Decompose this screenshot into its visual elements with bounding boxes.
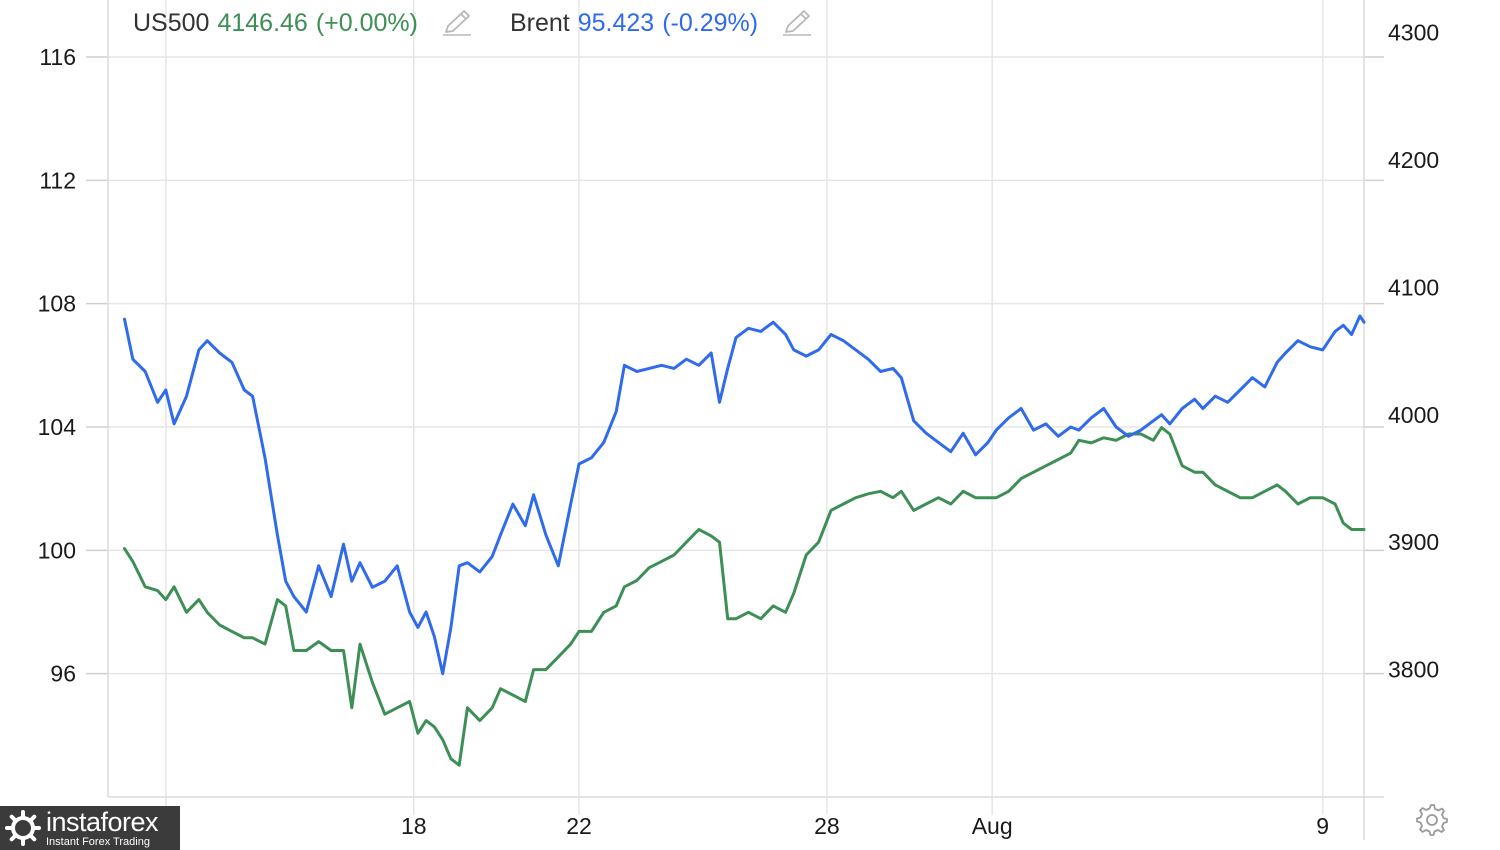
legend-change: (+0.00%) [315, 8, 418, 37]
watermark-brand: instaforex [46, 806, 159, 837]
y-tick-label-right: 4000 [1388, 402, 1439, 428]
series-layer [123, 314, 1366, 767]
watermark: instaforex Instant Forex Trading [0, 806, 180, 850]
watermark-tagline: Instant Forex Trading [46, 835, 150, 848]
legend-value: 95.423 [577, 8, 655, 37]
legend-name: US500 [133, 8, 210, 37]
x-tick-label: 28 [814, 813, 840, 839]
legend: US500 4146.46 (+0.00%) Brent 95.423 (-0.… [133, 6, 850, 40]
y-tick-label-right: 3800 [1388, 657, 1439, 683]
legend-item-us500[interactable]: US500 4146.46 (+0.00%) [133, 8, 474, 38]
legend-change: (-0.29%) [662, 8, 759, 37]
legend-value: 4146.46 [217, 8, 308, 37]
y-tick-label-right: 3900 [1388, 529, 1439, 555]
pencil-icon[interactable] [780, 8, 814, 38]
axes [107, 0, 1384, 840]
tick-labels: 96 100 104 108 112 116 3800 3900 4000 4100 4200 430… [38, 20, 1440, 839]
pencil-icon[interactable] [440, 8, 474, 38]
x-tick-label: 18 [401, 813, 427, 839]
y-tick-label-left: 108 [38, 291, 76, 317]
grid [86, 0, 1384, 815]
x-tick-label: 9 [1316, 813, 1329, 839]
series-line-brent [123, 314, 1366, 676]
legend-item-brent[interactable]: Brent 95.423 (-0.29%) [510, 8, 814, 38]
y-tick-label-right: 4100 [1388, 274, 1439, 300]
instaforex-logo-icon [5, 810, 41, 846]
y-tick-label-left: 116 [39, 44, 76, 70]
x-tick-label: 22 [566, 813, 592, 839]
y-tick-label-left: 104 [38, 414, 77, 440]
y-tick-label-left: 100 [38, 537, 76, 563]
y-tick-label-left: 96 [50, 661, 76, 687]
x-tick-label: Aug [972, 813, 1013, 839]
y-tick-label-right: 4200 [1388, 147, 1439, 173]
series-line-us500 [123, 426, 1366, 767]
gear-icon[interactable] [1414, 802, 1448, 836]
legend-name: Brent [509, 8, 570, 37]
y-tick-label-left: 112 [39, 167, 76, 193]
y-tick-label-right: 4300 [1388, 20, 1439, 46]
